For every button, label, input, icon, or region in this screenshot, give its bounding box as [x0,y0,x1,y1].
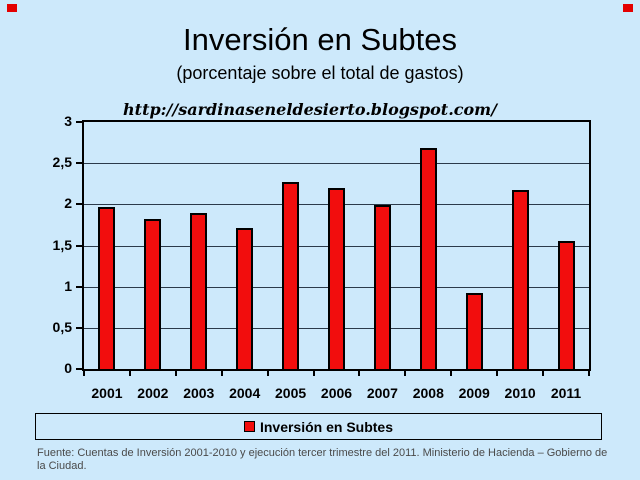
x-axis-tick [174,371,177,376]
legend-box: Inversión en Subtes [35,413,602,440]
x-axis-tick [312,371,315,376]
y-axis-label: 2 [64,195,72,212]
bar-2007 [373,205,391,369]
x-axis-label: 2011 [550,385,582,401]
x-axis-label: 2009 [458,385,490,401]
x-axis-tick [220,371,223,376]
y-axis-tick [76,121,82,123]
x-axis-label: 2005 [275,385,307,401]
y-axis-label: 1,5 [52,236,72,253]
red-corner-mark-right-icon [623,4,633,12]
x-axis-label: 2007 [366,385,398,401]
x-axis-tick [496,371,499,376]
x-axis-label: 2003 [183,385,215,401]
bar-2005 [282,182,300,369]
y-axis-tick [76,203,82,206]
chart-title: Inversión en Subtes [182,22,457,57]
x-axis-label: 2004 [229,385,261,401]
x-axis-tick [450,371,453,376]
x-axis-tick [83,371,85,376]
gridline [84,163,589,165]
y-axis-tick [76,162,82,165]
bar-2008 [419,148,437,369]
x-axis-tick [266,371,269,376]
x-axis-tick [128,371,131,376]
chart-subtitle: (porcentaje sobre el total de gastos) [176,63,464,83]
bar-2003 [190,212,208,369]
plot-area [82,120,591,371]
x-axis-label: 2001 [91,385,123,401]
bar-2010 [511,189,529,369]
y-axis-tick [76,244,82,247]
red-corner-mark-left-icon [7,4,17,12]
x-axis-label: 2010 [504,385,536,401]
source-note: Fuente: Cuentas de Inversión 2001-2010 y… [37,447,608,472]
legend-label: Inversión en Subtes [259,418,394,435]
bar-2002 [144,219,162,369]
y-axis-tick [76,326,82,329]
x-axis-tick [404,371,407,376]
y-axis-tick [76,368,82,370]
x-axis-tick [542,371,545,376]
x-axis-label: 2002 [137,385,169,401]
bar-2006 [328,187,345,369]
x-axis-label: 2006 [320,385,353,401]
x-axis-tick [358,371,361,376]
blog-url-watermark: http://sardinaseneldesierto.blogspot.com… [123,100,497,119]
legend-marker-icon [243,421,255,432]
bar-2001 [98,206,116,369]
bar-2011 [557,241,575,369]
bar-2004 [236,228,254,369]
x-axis-tick [588,371,590,376]
y-axis-label: 2,5 [52,154,72,171]
y-axis-tick [76,285,82,288]
y-axis-label: 0 [64,360,72,376]
y-axis-label: 0,5 [52,318,72,335]
y-axis-label: 3 [64,113,72,129]
bar-2009 [465,293,483,369]
y-axis-label: 1 [64,277,72,294]
x-axis-label: 2008 [412,385,444,401]
